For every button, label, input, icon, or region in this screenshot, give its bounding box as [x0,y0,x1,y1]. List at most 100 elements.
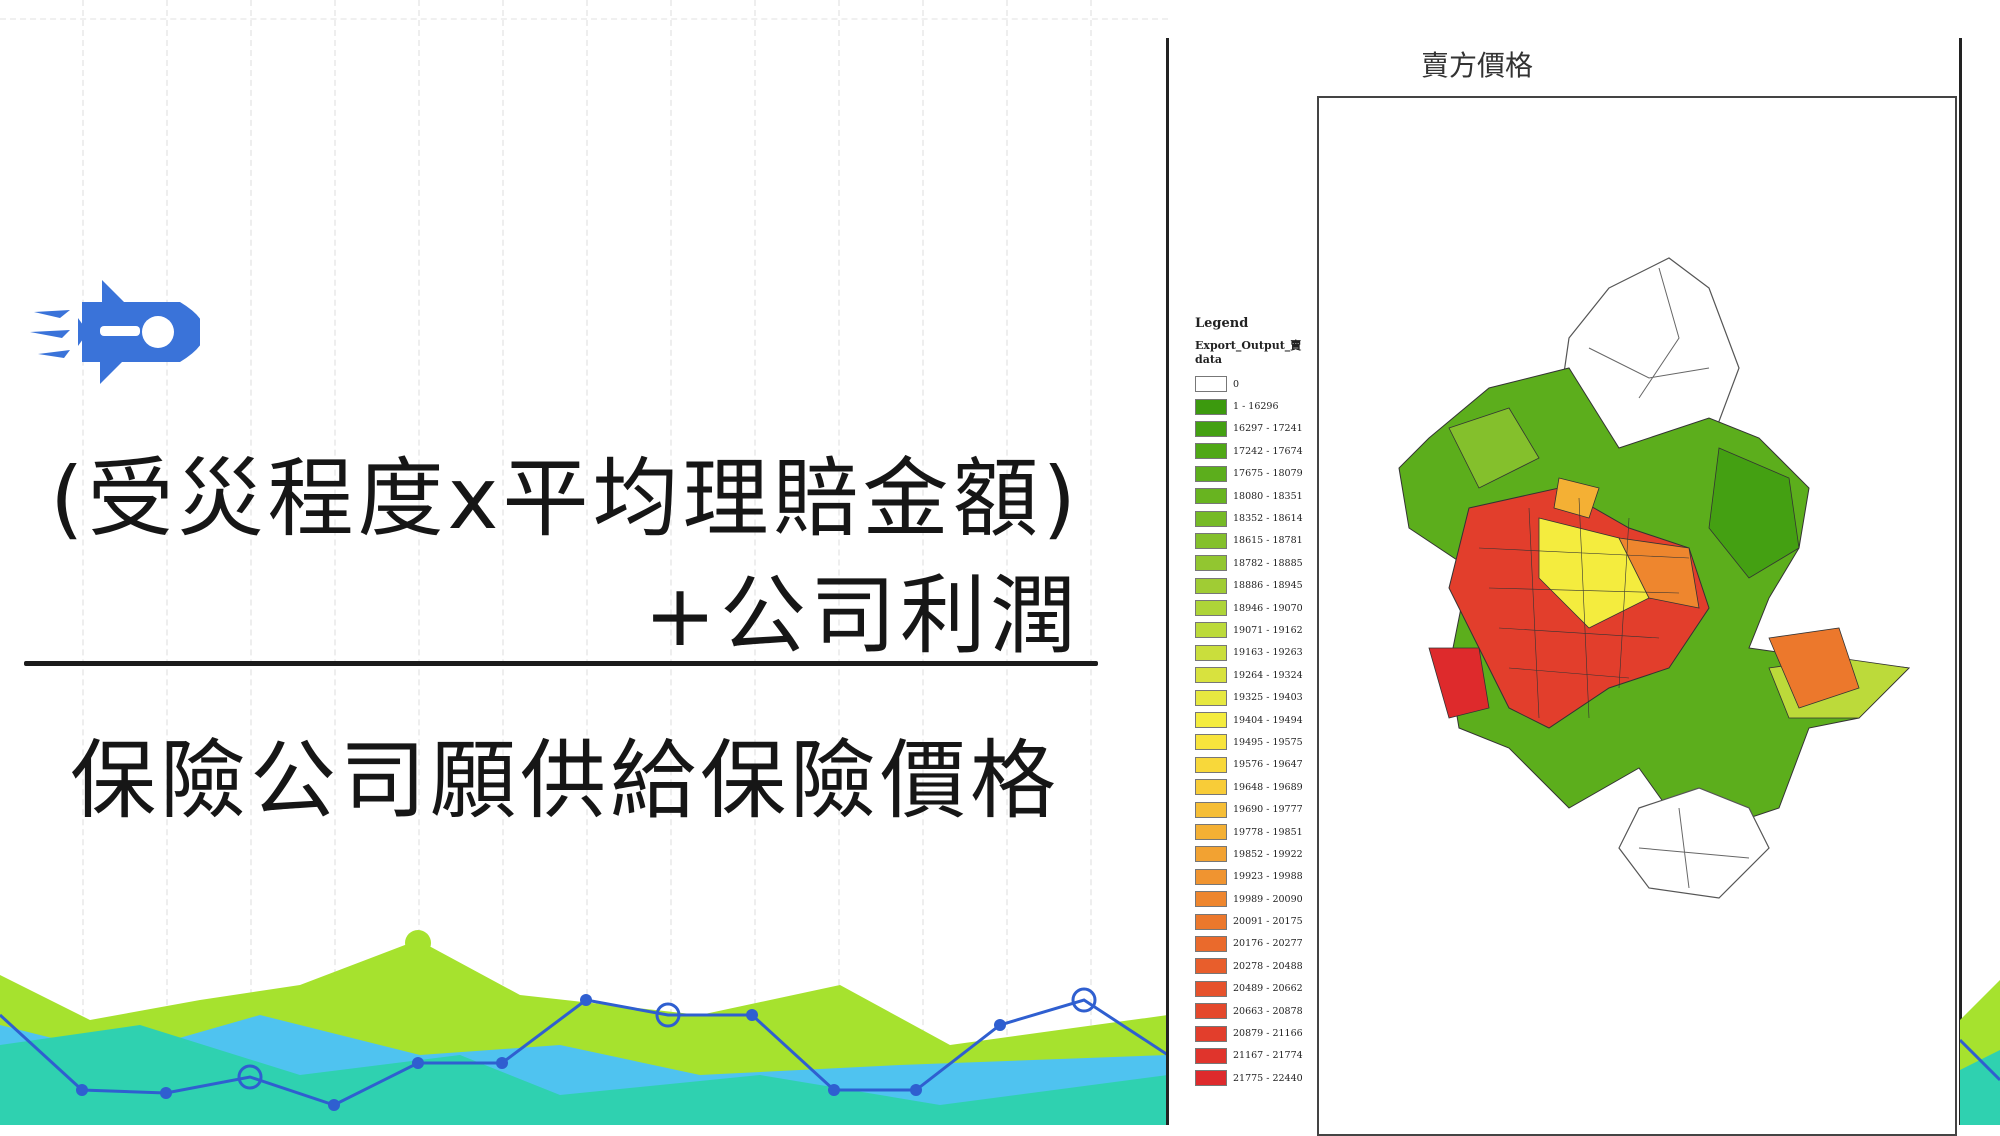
map-legend: Legend Export_Output_賣 data 0 1 - 16296 16… [1195,316,1313,1090]
legend-label: 20879 - 21166 [1233,1028,1303,1040]
legend-item: 19163 - 19263 [1195,642,1313,664]
legend-label: 19264 - 19324 [1233,669,1303,681]
legend-swatch [1195,398,1227,415]
legend-label: 18782 - 18885 [1233,557,1303,569]
legend-item: 21167 - 21774 [1195,1045,1313,1067]
legend-swatch [1195,689,1227,706]
legend-item: 19778 - 19851 [1195,821,1313,843]
legend-item: 16297 - 17241 [1195,418,1313,440]
legend-item: 19989 - 20090 [1195,888,1313,910]
legend-label: 21167 - 21774 [1233,1050,1303,1062]
legend-item: 18946 - 19070 [1195,597,1313,619]
legend-label: 16297 - 17241 [1233,423,1303,435]
legend-item: 20176 - 20277 [1195,933,1313,955]
decorative-wave-right [1960,980,2000,1125]
legend-swatch [1195,913,1227,930]
legend-label: 17675 - 18079 [1233,468,1303,480]
legend-item: 0 [1195,373,1313,395]
legend-item: 18352 - 18614 [1195,507,1313,529]
legend-item: 19923 - 19988 [1195,866,1313,888]
legend-swatch [1195,1025,1227,1042]
title-divider [24,661,1098,666]
legend-label: 19648 - 19689 [1233,781,1303,793]
legend-label: 19989 - 20090 [1233,893,1303,905]
legend-label: 18615 - 18781 [1233,535,1303,547]
legend-label: 17242 - 17674 [1233,445,1303,457]
legend-swatch [1195,510,1227,527]
legend-swatch [1195,756,1227,773]
legend-swatch [1195,577,1227,594]
legend-swatch [1195,1047,1227,1064]
legend-swatch [1195,824,1227,840]
legend-swatch [1195,712,1227,729]
legend-swatch [1195,1070,1227,1087]
legend-label: 19071 - 19162 [1233,624,1303,636]
legend-label: 19163 - 19263 [1233,647,1303,659]
legend-label: 20663 - 20878 [1233,1005,1303,1017]
legend-item: 18615 - 18781 [1195,530,1313,552]
map-panel: 賣方價格 Legend Export_Output_賣 data 0 1 - 16… [1166,38,1962,1136]
legend-label: 18886 - 18945 [1233,580,1303,592]
legend-swatch [1195,376,1227,393]
legend-label: 20091 - 20175 [1233,916,1303,928]
legend-item: 18782 - 18885 [1195,552,1313,574]
legend-item: 21775 - 22440 [1195,1067,1313,1089]
legend-label: 0 [1233,378,1240,390]
legend-label: 19325 - 19403 [1233,692,1303,704]
legend-item: 19648 - 19689 [1195,776,1313,798]
legend-swatch [1195,779,1227,796]
title-line-1: (受災程度x平均理賠金額) [50,449,1080,549]
legend-label: 18080 - 18351 [1233,490,1303,502]
legend-swatch [1195,935,1227,952]
legend-swatch [1195,622,1227,639]
legend-label: 18352 - 18614 [1233,513,1303,525]
legend-label: 19495 - 19575 [1233,736,1303,748]
legend-swatch [1195,801,1227,818]
legend-item: 20278 - 20488 [1195,955,1313,977]
legend-label: 20278 - 20488 [1233,960,1303,972]
legend-title: Legend [1195,316,1249,331]
legend-swatch [1195,465,1227,482]
legend-items: 0 1 - 16296 16297 - 17241 17242 - 17674 1767… [1195,373,1313,1090]
legend-label: 19576 - 19647 [1233,759,1303,771]
legend-item: 20879 - 21166 [1195,1022,1313,1044]
choropleth-map [1398,257,1911,899]
legend-swatch [1195,532,1227,549]
legend-item: 18080 - 18351 [1195,485,1313,507]
legend-swatch [1195,600,1227,617]
legend-label: 18946 - 19070 [1233,602,1303,614]
subtitle: 保險公司願供給保險價格 [70,731,1060,831]
legend-swatch [1195,488,1227,505]
legend-label: 1 - 16296 [1233,401,1279,413]
legend-item: 19576 - 19647 [1195,754,1313,776]
decorative-wave-graph [0,930,1168,1125]
legend-swatch [1195,734,1227,751]
legend-swatch [1195,667,1227,684]
legend-label: 20176 - 20277 [1233,938,1303,950]
legend-item: 19495 - 19575 [1195,731,1313,753]
legend-label: 21775 - 22440 [1233,1072,1303,1084]
legend-swatch [1195,1003,1227,1020]
legend-swatch [1195,443,1227,460]
rocket-icon [30,280,200,384]
legend-field-name: Export_Output_賣 data [1195,339,1302,366]
legend-item: 18886 - 18945 [1195,575,1313,597]
legend-swatch [1195,420,1227,437]
legend-item: 17675 - 18079 [1195,463,1313,485]
legend-swatch [1195,891,1227,908]
legend-item: 17242 - 17674 [1195,440,1313,462]
legend-label: 19404 - 19494 [1233,714,1303,726]
legend-item: 19264 - 19324 [1195,664,1313,686]
legend-swatch [1195,980,1227,997]
legend-item: 19404 - 19494 [1195,709,1313,731]
legend-swatch [1195,644,1227,661]
legend-swatch [1195,868,1227,885]
legend-item: 20489 - 20662 [1195,978,1313,1000]
legend-label: 19923 - 19988 [1233,871,1303,883]
legend-item: 1 - 16296 [1195,395,1313,417]
map-title: 賣方價格 [1421,49,1534,82]
legend-item: 20663 - 20878 [1195,1000,1313,1022]
legend-item: 19852 - 19922 [1195,843,1313,865]
legend-label: 20489 - 20662 [1233,983,1303,995]
legend-swatch [1195,555,1227,572]
